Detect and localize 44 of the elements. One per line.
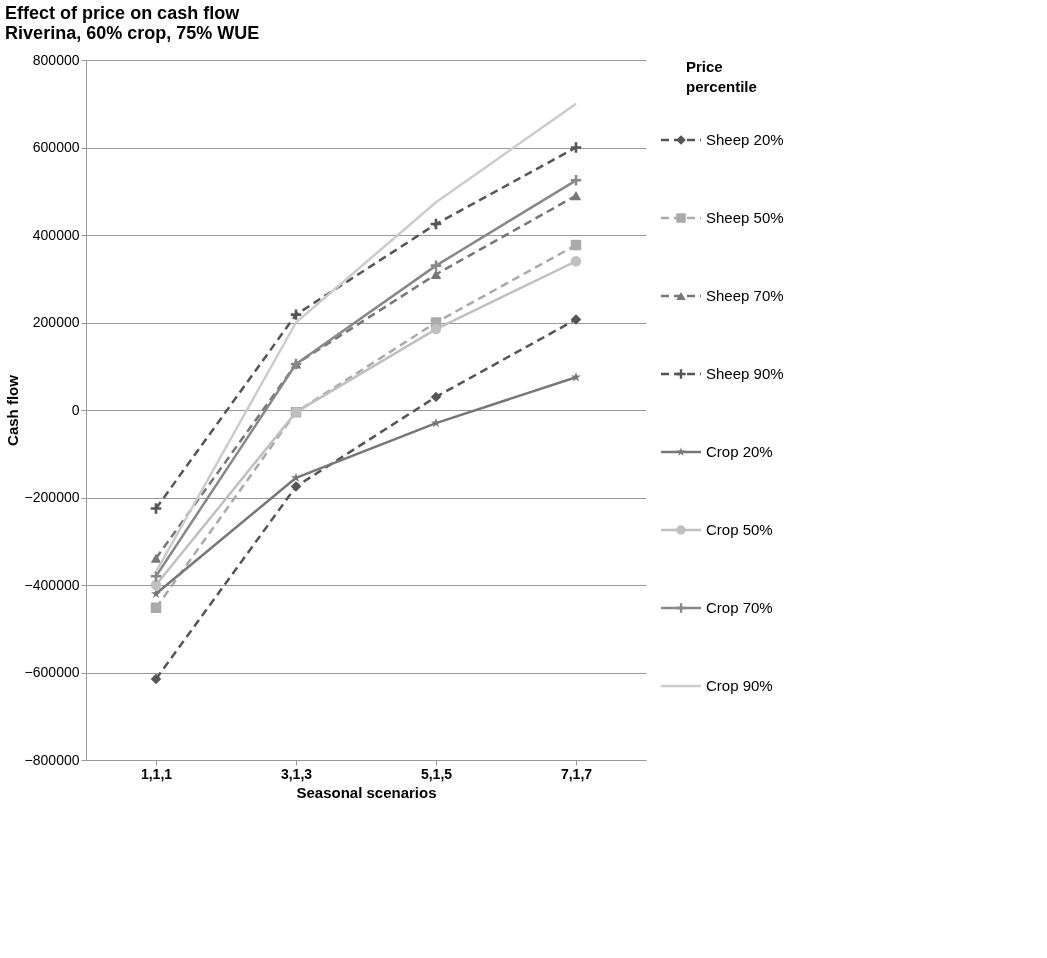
x-tick-label: 3,1,3: [280, 765, 313, 782]
legend-label: Sheep 20%: [706, 131, 784, 148]
legend-label: Sheep 50%: [706, 209, 784, 226]
legend-label: Crop 90%: [706, 677, 773, 694]
point: [430, 391, 442, 403]
point: [150, 553, 162, 563]
y-tick-label: −600000: [24, 664, 80, 680]
point: [570, 256, 582, 267]
point: [571, 371, 581, 382]
y-tick-label: 400000: [32, 226, 80, 243]
chart-title: Effect of price on cash flow Riverina, 60% crop, 75% WUE: [5, 3, 260, 43]
point: [570, 239, 582, 251]
point: [570, 191, 582, 201]
point: [570, 314, 582, 325]
y-tick-label: 0: [71, 401, 80, 418]
x-axis-title: Seasonal scenarios: [296, 783, 437, 801]
point: [150, 602, 162, 613]
x-tick-label: 7,1,7: [560, 765, 593, 782]
point: [290, 481, 302, 492]
point: [430, 323, 442, 335]
y-tick-label: 600000: [32, 139, 80, 155]
legend-title: Price percentile: [686, 58, 757, 95]
x-tick-label: 5,1,5: [420, 765, 453, 782]
y-tick-label: 800000: [32, 51, 80, 68]
legend-label: Crop 20%: [706, 443, 773, 460]
y-tick-label: −200000: [24, 489, 80, 505]
point: [150, 579, 162, 591]
point: [430, 269, 442, 279]
point: [291, 472, 301, 483]
legend-label: Crop 70%: [706, 599, 773, 616]
point: [570, 175, 582, 186]
y-axis-title: Cash flow: [3, 374, 21, 446]
y-tick-label: −400000: [24, 576, 80, 593]
x-tick-label: 1,1,1: [140, 765, 173, 782]
legend-label: Crop 50%: [706, 521, 773, 538]
point: [150, 503, 162, 514]
point: [290, 309, 302, 320]
point: [570, 142, 582, 153]
point: [430, 260, 442, 271]
legend-label: Sheep 90%: [706, 365, 784, 382]
y-tick-label: 200000: [32, 314, 80, 330]
legend-label: Sheep 70%: [706, 287, 784, 304]
y-tick-label: −800000: [24, 751, 80, 768]
point: [150, 673, 162, 685]
